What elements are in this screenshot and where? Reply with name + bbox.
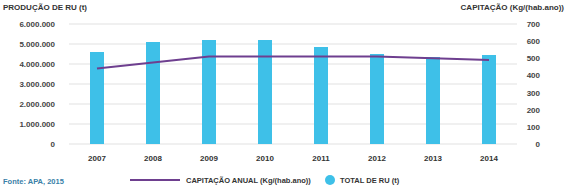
y2-tick-label: 300 [527, 89, 541, 98]
x-tick-label: 2010 [256, 154, 274, 163]
x-tick-label: 2012 [368, 154, 386, 163]
y2-tick-label: 500 [527, 54, 541, 63]
bar [370, 54, 384, 144]
y-axis-title: PRODUÇÃO DE RU (t) [3, 3, 87, 12]
y2-tick-label: 200 [527, 106, 541, 115]
x-tick-label: 2008 [144, 154, 162, 163]
x-tick-label: 2007 [88, 154, 106, 163]
y-tick-label: 4.000.000 [19, 60, 55, 69]
bar [426, 57, 440, 144]
bar [314, 47, 328, 144]
plot-area [90, 40, 496, 144]
x-tick-label: 2014 [480, 154, 498, 163]
bar [146, 42, 160, 144]
legend-swatch [325, 175, 335, 185]
y-tick-label: 2.000.000 [19, 100, 55, 109]
legend-label: CAPITAÇÃO ANUAL (Kg/(hab.ano)) [186, 176, 311, 185]
y-tick-label: 6.000.000 [19, 20, 55, 29]
y-tick-label: 0 [51, 140, 56, 149]
source: Fonte: APA, 2015 [3, 177, 64, 186]
y-tick-label: 3.000.000 [19, 80, 55, 89]
x-tick-label: 2009 [200, 154, 218, 163]
y2-tick-label: 600 [527, 37, 541, 46]
y-tick-label: 1.000.000 [19, 120, 55, 129]
grid-line [69, 144, 517, 145]
y-tick-label: 5.000.000 [19, 40, 55, 49]
legend-swatch [130, 179, 180, 181]
y2-tick-label: 100 [527, 123, 541, 132]
grid-line [69, 104, 517, 105]
y2-tick-label: 400 [527, 71, 541, 80]
x-tick-label: 2011 [312, 154, 330, 163]
grid-line [69, 24, 517, 25]
grid-line [69, 44, 517, 45]
x-tick-label: 2013 [424, 154, 442, 163]
bar [90, 52, 104, 144]
grid-line [69, 124, 517, 125]
line [97, 57, 489, 69]
y2-tick-label: 700 [527, 20, 541, 29]
bar [482, 55, 496, 144]
legend-label: TOTAL DE RU (t) [340, 176, 400, 185]
y2-axis-title: CAPITAÇÃO (Kg/(hab.ano)) [461, 3, 565, 12]
y2-tick-label: 0 [536, 140, 541, 149]
grid-line [69, 84, 517, 85]
